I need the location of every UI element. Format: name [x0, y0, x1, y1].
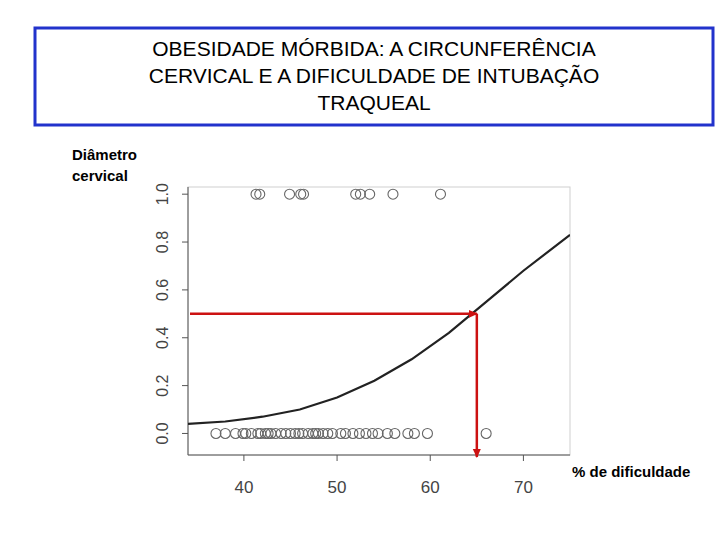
y-tick-label: 1.0: [154, 183, 171, 205]
y-tick: [182, 433, 188, 434]
point: [373, 428, 383, 438]
x-tick: [243, 455, 244, 461]
point: [285, 189, 295, 199]
y-tick-label: 0.2: [154, 374, 171, 396]
y-tick-label: 0.4: [154, 327, 171, 349]
y-tick: [182, 242, 188, 243]
x-label: % de dificuldade: [572, 463, 690, 480]
point: [271, 428, 281, 438]
chart: OBESIDADE MÓRBIDA: A CIRCUNFERÊNCIA CERVI…: [0, 0, 720, 540]
title: TRAQUEAL: [317, 91, 430, 114]
y-tick-label: 0.8: [154, 231, 171, 253]
plot-data: [188, 189, 570, 438]
point: [422, 428, 432, 438]
point: [388, 189, 398, 199]
reference-arrow-horizontal: [190, 313, 477, 316]
point: [481, 428, 491, 438]
point: [299, 189, 309, 199]
y-tick: [182, 289, 188, 290]
y-tick: [182, 337, 188, 338]
y-tick: [182, 385, 188, 386]
y-label: Diâmetro cervical: [72, 146, 137, 184]
title: OBESIDADE MÓRBIDA: A CIRCUNFERÊNCIA: [152, 37, 595, 60]
point: [365, 189, 375, 199]
point: [355, 189, 365, 199]
title-box: [35, 28, 713, 125]
point: [211, 428, 221, 438]
plot-frame: [188, 187, 570, 455]
x-tick-label: 60: [421, 478, 440, 497]
point: [367, 428, 377, 438]
point: [390, 428, 400, 438]
y-tick-label: 0.0: [154, 422, 171, 444]
x-tick-label: 40: [234, 478, 253, 497]
y-tick-label: 0.6: [154, 279, 171, 301]
y-tick: [182, 194, 188, 195]
reference-arrow-vertical: [476, 314, 479, 457]
point: [255, 189, 265, 199]
x-tick-label: 50: [328, 478, 347, 497]
point: [220, 428, 230, 438]
x-tick: [337, 455, 338, 461]
x-tick-label: 70: [514, 478, 533, 497]
x-axis: [188, 455, 570, 456]
point: [298, 428, 308, 438]
y-label-line: Diâmetro: [72, 146, 137, 163]
point: [409, 428, 419, 438]
title: CERVICAL E A DIFICULDADE DE INTUBAÇÃO: [149, 64, 599, 87]
x-tick: [430, 455, 431, 461]
y-label-line: cervical: [72, 167, 128, 184]
point: [241, 428, 251, 438]
point: [435, 189, 445, 199]
y-axis: [188, 187, 189, 455]
fitted-curve: [188, 235, 570, 424]
x-tick: [523, 455, 524, 461]
